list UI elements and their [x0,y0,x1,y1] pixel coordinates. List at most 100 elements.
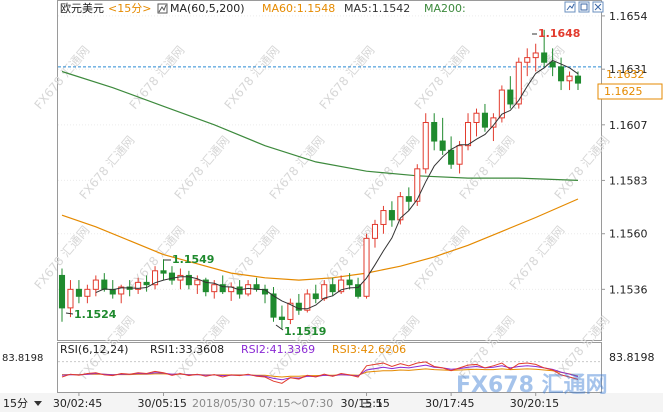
price-tick-label: 1.1583 [609,174,648,187]
time-tick-label: 30/02:45 [53,397,102,410]
annotation-low-pointer [275,324,284,331]
candle [558,57,565,91]
period-selector[interactable]: 15分 [3,397,28,410]
candle [405,187,412,211]
restore-icon [580,3,588,11]
rsi-top-value-left: 83.8198 [2,353,43,364]
rsi3-label: RSI3:42.6206 [332,343,406,356]
candle [549,48,556,77]
candle-body [371,223,379,239]
candle [473,108,480,137]
candle [278,305,285,329]
candle [431,113,438,151]
chart-frame [57,0,602,393]
candle [219,275,226,294]
rsi2-label: RSI2:41.3369 [241,343,315,356]
candle-body [363,237,370,297]
brand-watermark-text: FX678 汇通网 [456,373,608,398]
candle-body [414,168,421,202]
candle-body [380,210,387,225]
bottom-bar: 15分 30/02:45 30/05:15 30/15:15 30/17:45 30/2… [0,393,663,412]
candle [177,268,184,290]
candle-body [118,286,125,295]
watermark-text: FX678 汇通网 [317,43,378,112]
candle-body [464,121,472,147]
candle-body [135,281,142,290]
candle-body [194,279,201,286]
chart-icon [566,3,575,11]
candle-body [473,112,480,123]
close-icon [594,3,602,11]
header-indicator: MA(60,5,200) [170,2,245,15]
candle-body [101,279,108,290]
annotation-low: 1.1519 [284,325,326,338]
price-tick-label: 1.1654 [609,10,648,23]
candle-body [388,210,395,221]
candle [507,76,514,109]
ma5-line [95,59,579,310]
indicator-chart-icon [158,4,167,13]
candle-body [456,145,463,165]
annotation-mid-high: 1.1549 [172,253,214,266]
candle-body [439,140,446,151]
candle [574,71,582,91]
price-tick-label: 1.1607 [609,119,648,132]
rsi-panel: 83.8198 83.8198 RSI(6,12,24) RSI1:33.360… [2,343,655,384]
candle-body [329,284,336,293]
candle-body [532,52,539,59]
annotations: 1.1648 1.1549 1.1519 1.1524 [65,27,580,338]
time-tick-label: 30/17:45 [425,397,474,410]
candle [481,103,488,132]
candle [388,201,395,227]
watermark-text: FX678 汇通网 [32,43,93,112]
time-axis: 30/02:45 30/05:15 30/15:15 30/17:45 30/20:15 [53,393,559,410]
candle [261,284,269,304]
candle [448,136,455,169]
price-axis: 1.1654 1.1631 1.1607 1.1583 1.1560 1.1536 [601,10,648,296]
watermark-text: FX678 汇通网 [172,133,233,202]
header: 欧元美元 <15分> MA(60,5,200) MA60:1.1548 MA5:… [60,2,466,15]
period-dropdown-icon[interactable] [34,401,42,406]
candle-body [507,89,514,105]
candle-body [515,61,522,105]
candle-body [481,112,488,128]
candle [84,284,91,304]
candle-body [278,316,285,320]
candle [422,113,429,174]
candle-body [541,52,548,63]
candle-body [211,284,218,293]
chart-toggle-button[interactable] [564,1,576,13]
header-ma200: MA200: [424,2,466,15]
candle [371,219,379,248]
candle [363,233,370,299]
header-ma5: MA5:1.1542 [344,2,410,15]
candle-body [558,66,565,82]
candle [287,298,294,325]
candle-body [338,279,345,293]
watermark-text: FX678 汇通网 [222,43,283,112]
candle-body [270,293,277,318]
watermark-text: FX678 汇通网 [552,133,613,202]
candle-body [566,75,573,82]
candle [67,280,74,318]
ma60-line [61,198,579,281]
brand-watermark: FX678 汇通网 [456,373,608,398]
candle-body [304,293,311,311]
header-period-tag: <15分> [108,2,151,15]
candle-body [152,270,159,286]
price-tick-label: 1.1631 [609,63,648,76]
restore-button[interactable] [578,1,590,13]
candle-body [236,286,243,295]
candle-body [295,302,302,311]
window-buttons [564,1,604,13]
candle [338,275,345,294]
indicator-toggle-icon[interactable] [157,3,168,14]
annotation-high: 1.1648 [538,27,580,40]
candle-body [498,89,505,119]
price-tick-label: 1.1536 [609,283,648,296]
close-button[interactable] [592,1,604,13]
candle-body [202,279,209,293]
candle-body [185,274,192,286]
candle [168,266,176,285]
rsi-top-value-right: 83.8198 [609,351,655,364]
